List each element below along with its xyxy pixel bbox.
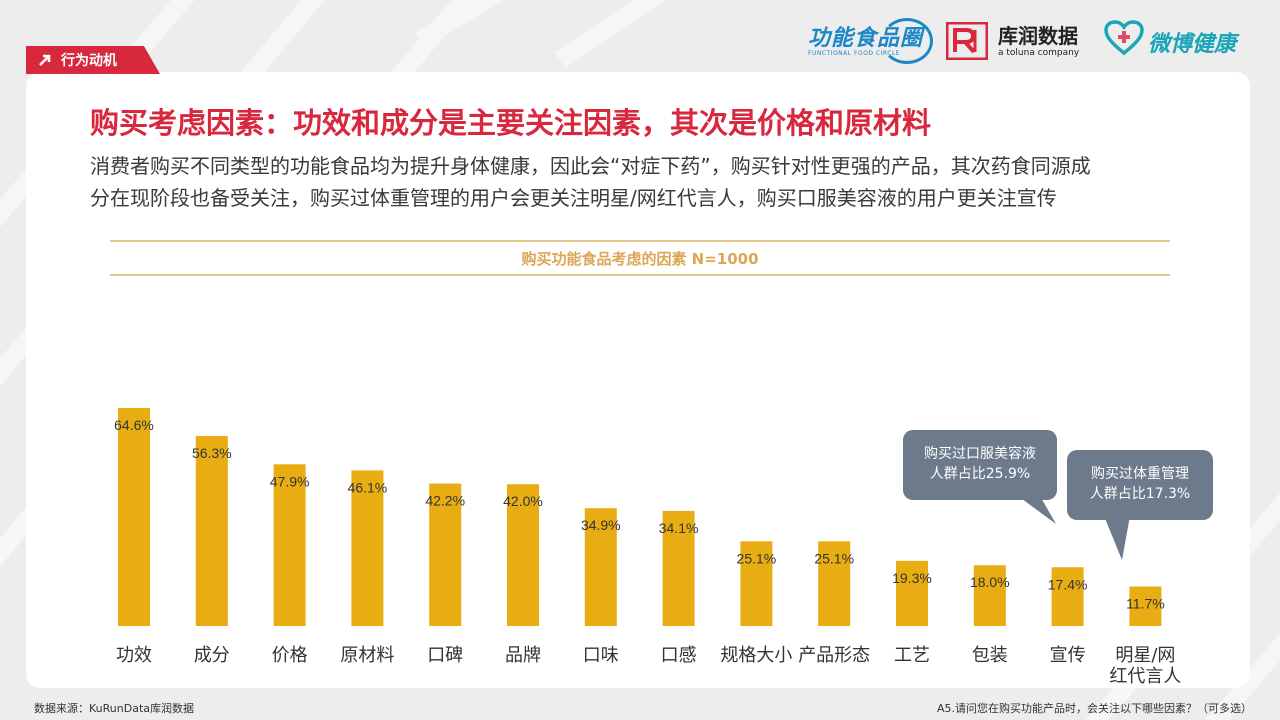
description-line: 分在现阶段也备受关注，购买过体重管理的用户会更关注明星/网红代言人，购买口服美容…	[90, 186, 1057, 210]
partner-logos: 功能食品圈 FUNCTIONAL FOOD CIRCLE 库润数据 a tolu…	[808, 14, 1258, 64]
callout-tail	[1018, 496, 1056, 524]
callout-line: 购买过体重管理	[1091, 466, 1189, 482]
section-tag: 行为动机	[26, 46, 160, 74]
callout-line: 购买过口服美容液	[924, 446, 1036, 462]
callout-beauty-drink: 购买过口服美容液 人群占比25.9%	[903, 430, 1057, 500]
page-title: 购买考虑因素：功效和成分是主要关注因素，其次是价格和原材料	[90, 106, 932, 140]
chart-title: 购买功能食品考虑的因素 N=1000	[521, 250, 759, 268]
description-line: 消费者购买不同类型的功能食品均为提升身体健康，因此会“对症下药”，购买针对性更强…	[90, 154, 1091, 178]
callout-line: 人群占比17.3%	[1089, 486, 1191, 502]
callout-tail	[1104, 516, 1130, 560]
content-card	[26, 72, 1250, 688]
data-source: 数据来源：KuRunData库润数据	[34, 702, 194, 715]
callout-line: 人群占比25.9%	[929, 466, 1031, 482]
section-tag-label: 行为动机	[61, 53, 117, 69]
arrow-up-right-icon	[39, 54, 51, 66]
kurun-mark-icon	[946, 22, 988, 60]
heart-plus-icon	[1104, 20, 1144, 56]
functional-food-circle-logo: 功能食品圈 FUNCTIONAL FOOD CIRCLE	[808, 18, 934, 64]
survey-question: A5.请问您在购买功能产品时，会关注以下哪些因素？（可多选）	[936, 702, 1252, 715]
description: 消费者购买不同类型的功能食品均为提升身体健康，因此会“对症下药”，购买针对性更强…	[90, 150, 1200, 214]
chart-title-frame: 购买功能食品考虑的因素 N=1000	[110, 240, 1170, 276]
callout-weight-management: 购买过体重管理 人群占比17.3%	[1067, 450, 1213, 520]
